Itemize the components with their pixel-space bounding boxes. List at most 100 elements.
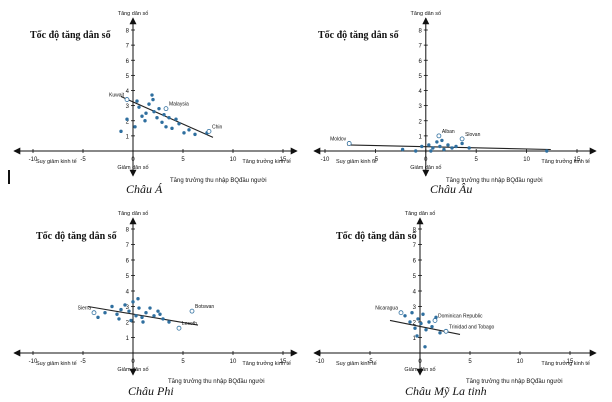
data-point (435, 140, 439, 144)
y-top-label: Tăng dân số (411, 11, 442, 17)
data-point (454, 144, 458, 149)
y-tick-label: 7 (126, 44, 130, 50)
data-point (187, 128, 191, 132)
y-tick-label: 4 (126, 89, 130, 95)
y-tick-label: 3 (126, 305, 130, 311)
x-tick-label: -10 (316, 359, 325, 365)
data-point (177, 122, 181, 126)
data-point (431, 146, 435, 150)
x-tick-label: 15 (280, 359, 287, 365)
data-point (127, 309, 131, 313)
data-point (427, 320, 431, 324)
data-point (438, 331, 442, 335)
trend-line (87, 305, 199, 326)
y-tick-label: 5 (126, 74, 130, 80)
y-tick-label: 1 (413, 336, 417, 342)
data-point (119, 307, 123, 312)
x-tick-label: 0 (424, 157, 428, 163)
x-tick-label: 15 (567, 359, 574, 365)
chart-panel-1: 1 2 3 4 5 6 7 8 -10 -5 0 5 10 15 Tăng dân số Giảm dân s… (13, 11, 298, 196)
x-tick-label: -5 (80, 359, 86, 365)
data-point (115, 312, 119, 316)
x-tick-label: 10 (230, 157, 237, 163)
y-top-label: Tăng dân số (118, 11, 149, 17)
data-point (400, 147, 405, 152)
data-point (174, 117, 178, 121)
x-tick-label: 0 (131, 359, 135, 365)
highlighted-point (443, 328, 449, 334)
highlighted-point (176, 325, 182, 331)
chart-panel-2: 1 2 3 4 5 6 7 8 -10 -5 0 5 10 15 Tăng dân số Giảm dân s… (313, 11, 597, 196)
y-tick-label: 5 (126, 274, 130, 280)
chart-title: Tốc độ tăng dân số (36, 231, 118, 242)
highlighted-point (432, 318, 438, 323)
data-point (416, 317, 420, 321)
y-tick-label: 2 (413, 321, 417, 327)
data-point (430, 324, 434, 329)
data-point (117, 317, 121, 321)
y-tick-label: 6 (418, 59, 422, 65)
x-axis-title: Tăng trưởng thu nhập BQđầu người (168, 378, 265, 385)
y-tick-label: 7 (413, 243, 417, 249)
data-point (157, 106, 161, 111)
chart-panel-4: 1 2 3 4 5 6 7 8 -10 -5 0 5 10 15 Tăng dân số Giảm dân s… (313, 211, 597, 398)
chart-caption: Châu Âu (430, 182, 472, 196)
y-tick-label: 2 (126, 119, 130, 125)
y-top-label: Tăng dân số (118, 211, 149, 217)
point-annotation: Malaysia (169, 102, 189, 108)
data-point (141, 320, 145, 324)
data-point (182, 131, 186, 135)
data-point (408, 320, 412, 324)
point-annotation: Lesoth (182, 321, 197, 327)
data-point (419, 321, 423, 326)
chart-title: Tốc độ tăng dân số (30, 30, 112, 41)
x-tick-label: 15 (280, 157, 287, 163)
data-point (158, 312, 162, 316)
x-tick-label: 5 (181, 157, 185, 163)
data-point (140, 114, 144, 118)
data-point (440, 138, 444, 143)
chart-caption: Châu Á (126, 182, 163, 196)
point-annotation: Dominican Republic (438, 313, 483, 319)
data-point (143, 119, 147, 123)
data-point (144, 311, 148, 315)
y-tick-label: 6 (126, 259, 130, 265)
data-point (96, 315, 100, 320)
x-tick-label: 10 (517, 359, 524, 365)
y-bottom-label: Giảm dân số (117, 367, 148, 373)
x-axis-title: Tăng trưởng thu nhập BQđầu người (466, 378, 563, 385)
point-annotation: Trinidad and Tobago (449, 324, 495, 330)
data-point (140, 315, 144, 320)
data-point (403, 314, 407, 318)
data-point (129, 318, 133, 323)
x-tick-label: -10 (29, 359, 38, 365)
x-tick-label: 5 (181, 359, 185, 365)
x-tick-label: -5 (80, 157, 86, 163)
y-tick-label: 1 (126, 336, 130, 342)
data-point (137, 306, 141, 310)
data-point (446, 143, 450, 147)
y-tick-label: 4 (126, 290, 130, 296)
data-point (123, 303, 127, 307)
y-tick-label: 8 (126, 228, 130, 234)
data-point (135, 99, 139, 103)
y-tick-label: 3 (413, 305, 417, 311)
point-annotation: Slovan (465, 132, 481, 138)
data-point (148, 306, 152, 310)
data-point (545, 149, 549, 153)
data-point (162, 113, 166, 117)
data-point (421, 312, 425, 316)
y-tick-label: 5 (418, 74, 422, 80)
data-point (167, 116, 171, 120)
point-annotation: Sierra (78, 306, 92, 312)
chart-title: Tốc độ tăng dân số (318, 30, 400, 41)
y-tick-label: 7 (126, 243, 130, 249)
data-point (110, 304, 114, 309)
data-point (103, 311, 107, 315)
chart-caption: Châu Mỹ La tinh (405, 384, 487, 398)
data-point (134, 314, 138, 318)
y-bottom-label: Giảm dân số (410, 165, 441, 171)
y-tick-label: 3 (126, 104, 130, 110)
point-annotation: Botswan (195, 304, 214, 310)
highlighted-point (163, 106, 169, 112)
